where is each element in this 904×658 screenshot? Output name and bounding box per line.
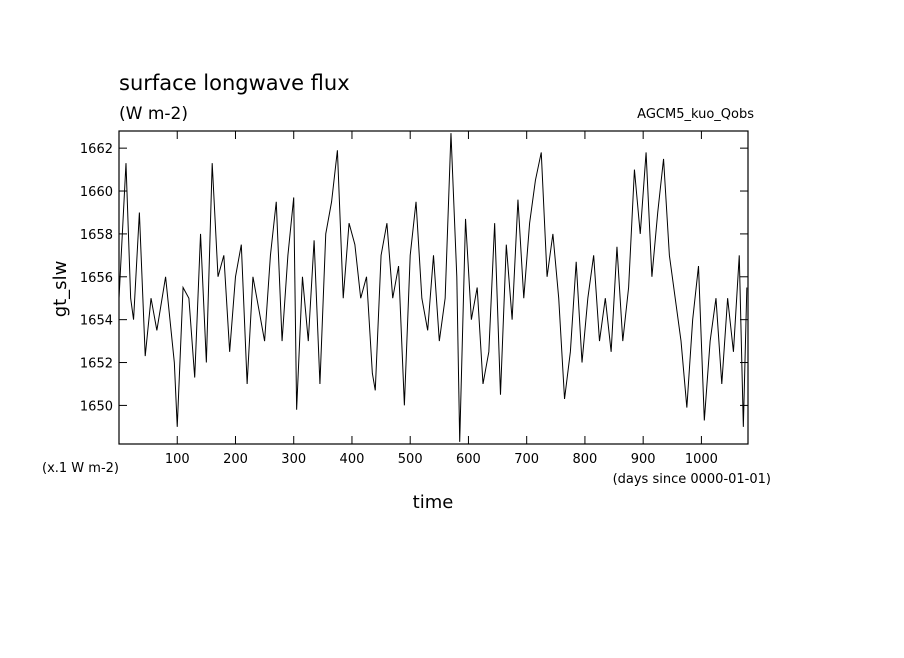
y-tick-label: 1658 [80, 228, 113, 243]
x-axis-label: time [413, 492, 454, 513]
chart-title: surface longwave flux [119, 71, 350, 95]
plot-frame [118, 130, 749, 445]
x-tick-label: 200 [223, 452, 248, 467]
y-tick-label: 1662 [80, 142, 113, 157]
y-tick-label: 1654 [80, 314, 113, 329]
x-tick-label: 1000 [685, 452, 718, 467]
x-tick-label: 300 [281, 452, 306, 467]
chart-subtitle: (W m-2) [119, 104, 188, 124]
x-tick-label: 900 [631, 452, 656, 467]
x-tick-label: 600 [456, 452, 481, 467]
x-tick-label: 800 [573, 452, 598, 467]
y-tick-label: 1650 [80, 399, 113, 414]
x-tick-label: 100 [165, 452, 190, 467]
x-unit-note: (days since 0000-01-01) [613, 472, 771, 487]
y-axis-label: gt_slw [50, 261, 71, 318]
x-tick-label: 400 [340, 452, 365, 467]
y-tick-label: 1652 [80, 357, 113, 372]
x-tick-label: 700 [514, 452, 539, 467]
data-line [118, 133, 748, 442]
annotation: AGCM5_kuo_Qobs [637, 107, 754, 122]
y-unit-note: (x.1 W m-2) [42, 461, 119, 476]
y-tick-label: 1656 [80, 271, 113, 286]
y-tick-label: 1660 [80, 185, 113, 200]
x-tick-label: 500 [398, 452, 423, 467]
